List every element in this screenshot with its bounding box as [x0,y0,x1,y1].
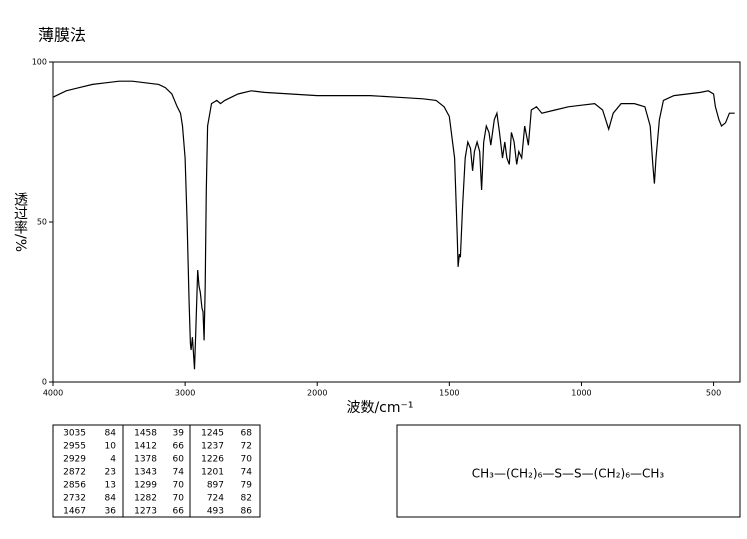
peak-wavenumber: 1226 [201,455,224,465]
x-tick-label: 1000 [571,389,591,398]
peak-transmittance: 13 [105,481,116,491]
chart-title: 薄膜法 [38,26,86,45]
peak-wavenumber: 1237 [201,442,224,452]
peak-wavenumber: 897 [207,481,224,491]
peak-wavenumber: 2872 [63,468,86,478]
x-tick-label: 3000 [175,389,195,398]
peak-wavenumber: 1245 [201,429,224,439]
spectrum-line [52,80,735,370]
y-tick-label: 0 [42,378,47,387]
peak-wavenumber: 1299 [134,481,157,491]
peak-wavenumber: 2955 [63,442,86,452]
peak-wavenumber: 1458 [134,429,157,439]
x-tick-label: 1500 [439,389,459,398]
peak-wavenumber: 1201 [201,468,224,478]
peak-transmittance: 4 [110,455,116,465]
peak-transmittance: 66 [173,507,185,517]
peak-transmittance: 23 [105,468,116,478]
peak-transmittance: 72 [241,442,252,452]
peak-transmittance: 10 [105,442,117,452]
peak-transmittance: 66 [173,442,185,452]
x-axis-label: 波数/cm⁻¹ [346,400,413,416]
peak-wavenumber: 1282 [134,494,157,504]
peak-wavenumber: 1467 [63,507,86,517]
peak-transmittance: 70 [173,494,185,504]
peak-transmittance: 70 [173,481,185,491]
x-tick-label: 2000 [307,389,327,398]
peak-wavenumber: 1343 [134,468,157,478]
peak-table-frame [52,424,261,518]
peak-wavenumber: 2856 [63,481,86,491]
peak-wavenumber: 1273 [134,507,157,517]
peak-transmittance: 39 [173,429,185,439]
peak-transmittance: 84 [105,494,117,504]
structure-formula: CH₃—(CH₂)₆—S—S—(CH₂)₆—CH₃ [472,467,665,481]
peak-transmittance: 74 [173,468,185,478]
y-tick-label: 50 [37,218,47,227]
peak-transmittance: 36 [105,507,117,517]
peak-wavenumber: 2929 [63,455,86,465]
peak-wavenumber: 724 [207,494,224,504]
peak-transmittance: 86 [241,507,253,517]
peak-transmittance: 84 [105,429,117,439]
peak-wavenumber: 3035 [63,429,86,439]
peak-transmittance: 60 [173,455,185,465]
peak-wavenumber: 493 [207,507,224,517]
x-tick-label: 500 [706,389,721,398]
peak-transmittance: 68 [241,429,253,439]
peak-transmittance: 82 [241,494,252,504]
peak-transmittance: 79 [241,481,253,491]
structure-frame [396,424,741,518]
peak-wavenumber: 1412 [134,442,157,452]
y-tick-label: 100 [32,58,47,67]
x-tick-label: 4000 [43,389,63,398]
peak-wavenumber: 2732 [63,494,86,504]
y-axis-label: 透过率/% [12,192,28,252]
peak-transmittance: 70 [241,455,253,465]
peak-transmittance: 74 [241,468,253,478]
peak-wavenumber: 1378 [134,455,157,465]
plot-frame [52,61,741,383]
